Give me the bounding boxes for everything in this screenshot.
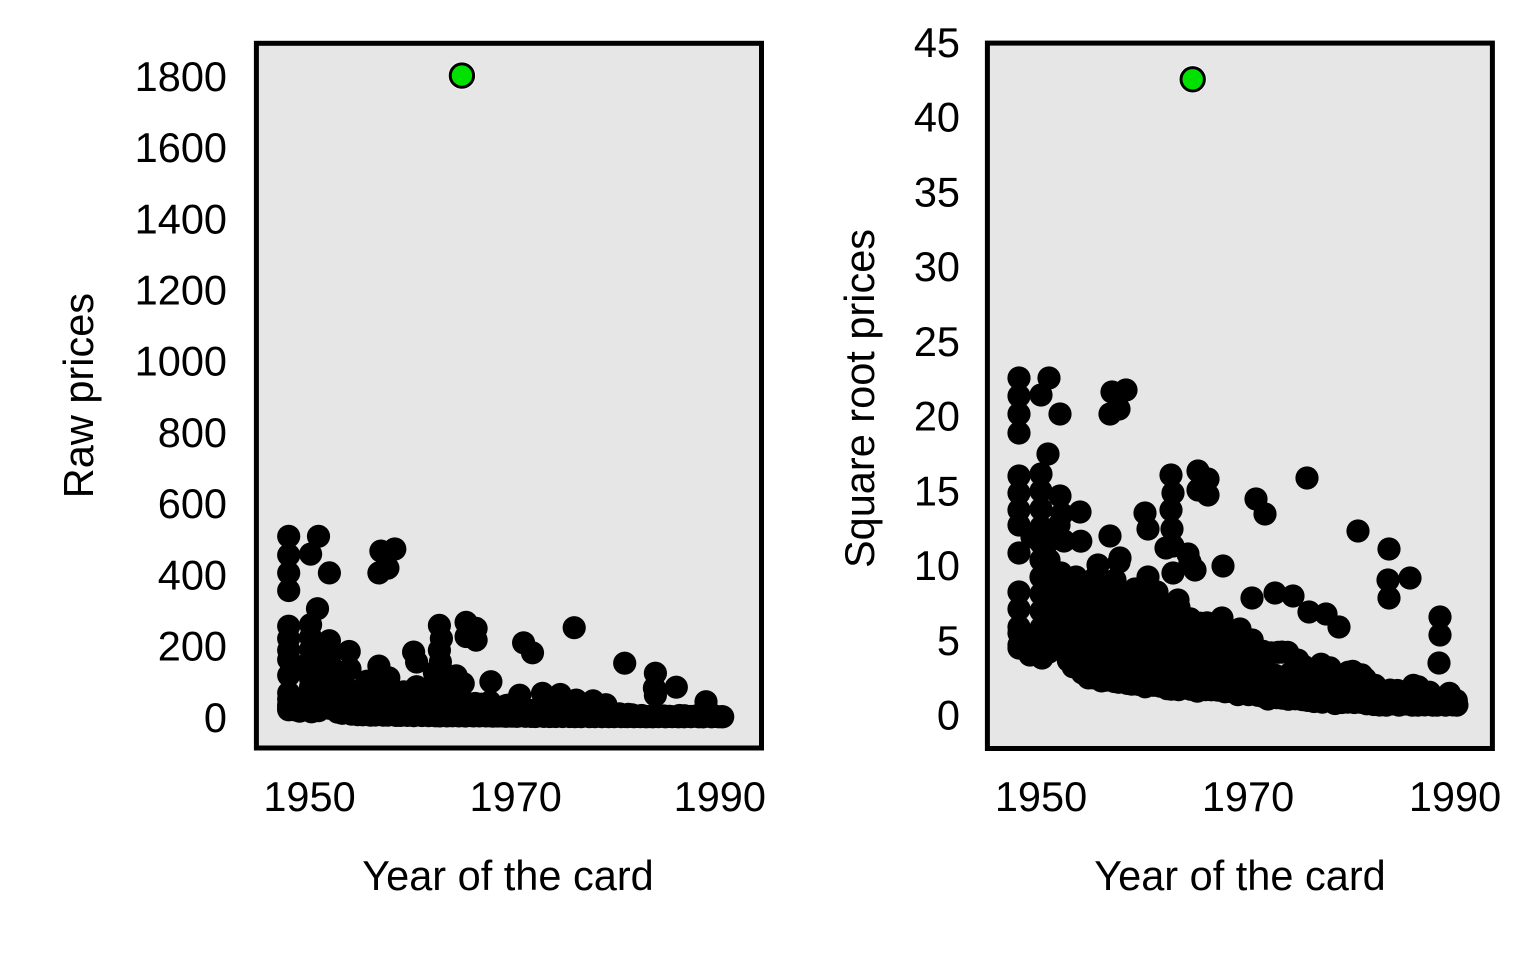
- svg-text:5: 5: [937, 617, 960, 664]
- svg-text:1200: 1200: [135, 267, 227, 314]
- svg-text:200: 200: [158, 623, 227, 670]
- svg-text:Raw prices: Raw prices: [55, 293, 102, 498]
- svg-text:25: 25: [914, 318, 960, 365]
- svg-text:Year of the card: Year of the card: [1094, 852, 1385, 899]
- svg-text:1600: 1600: [135, 124, 227, 171]
- svg-text:1000: 1000: [135, 338, 227, 385]
- svg-text:1970: 1970: [470, 773, 562, 820]
- svg-text:1950: 1950: [995, 773, 1087, 820]
- svg-text:15: 15: [914, 467, 960, 514]
- svg-text:0: 0: [937, 692, 960, 739]
- svg-text:1970: 1970: [1202, 773, 1294, 820]
- svg-text:1950: 1950: [263, 773, 355, 820]
- svg-text:0: 0: [204, 694, 227, 741]
- svg-text:35: 35: [914, 168, 960, 215]
- svg-text:30: 30: [914, 243, 960, 290]
- svg-text:10: 10: [914, 542, 960, 589]
- svg-text:Square root prices: Square root prices: [836, 229, 883, 568]
- svg-text:600: 600: [158, 480, 227, 527]
- svg-text:1990: 1990: [674, 773, 766, 820]
- svg-text:1400: 1400: [135, 195, 227, 242]
- svg-text:Year of the card: Year of the card: [362, 852, 653, 899]
- svg-text:1990: 1990: [1409, 773, 1501, 820]
- svg-text:45: 45: [914, 19, 960, 66]
- svg-text:400: 400: [158, 551, 227, 598]
- svg-text:20: 20: [914, 393, 960, 440]
- svg-text:1800: 1800: [135, 53, 227, 100]
- svg-text:40: 40: [914, 94, 960, 141]
- svg-text:800: 800: [158, 409, 227, 456]
